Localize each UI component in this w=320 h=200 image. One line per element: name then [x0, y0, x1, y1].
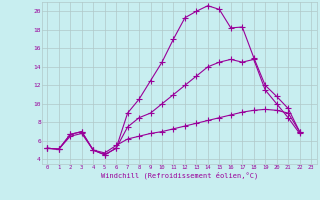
X-axis label: Windchill (Refroidissement éolien,°C): Windchill (Refroidissement éolien,°C): [100, 171, 258, 179]
